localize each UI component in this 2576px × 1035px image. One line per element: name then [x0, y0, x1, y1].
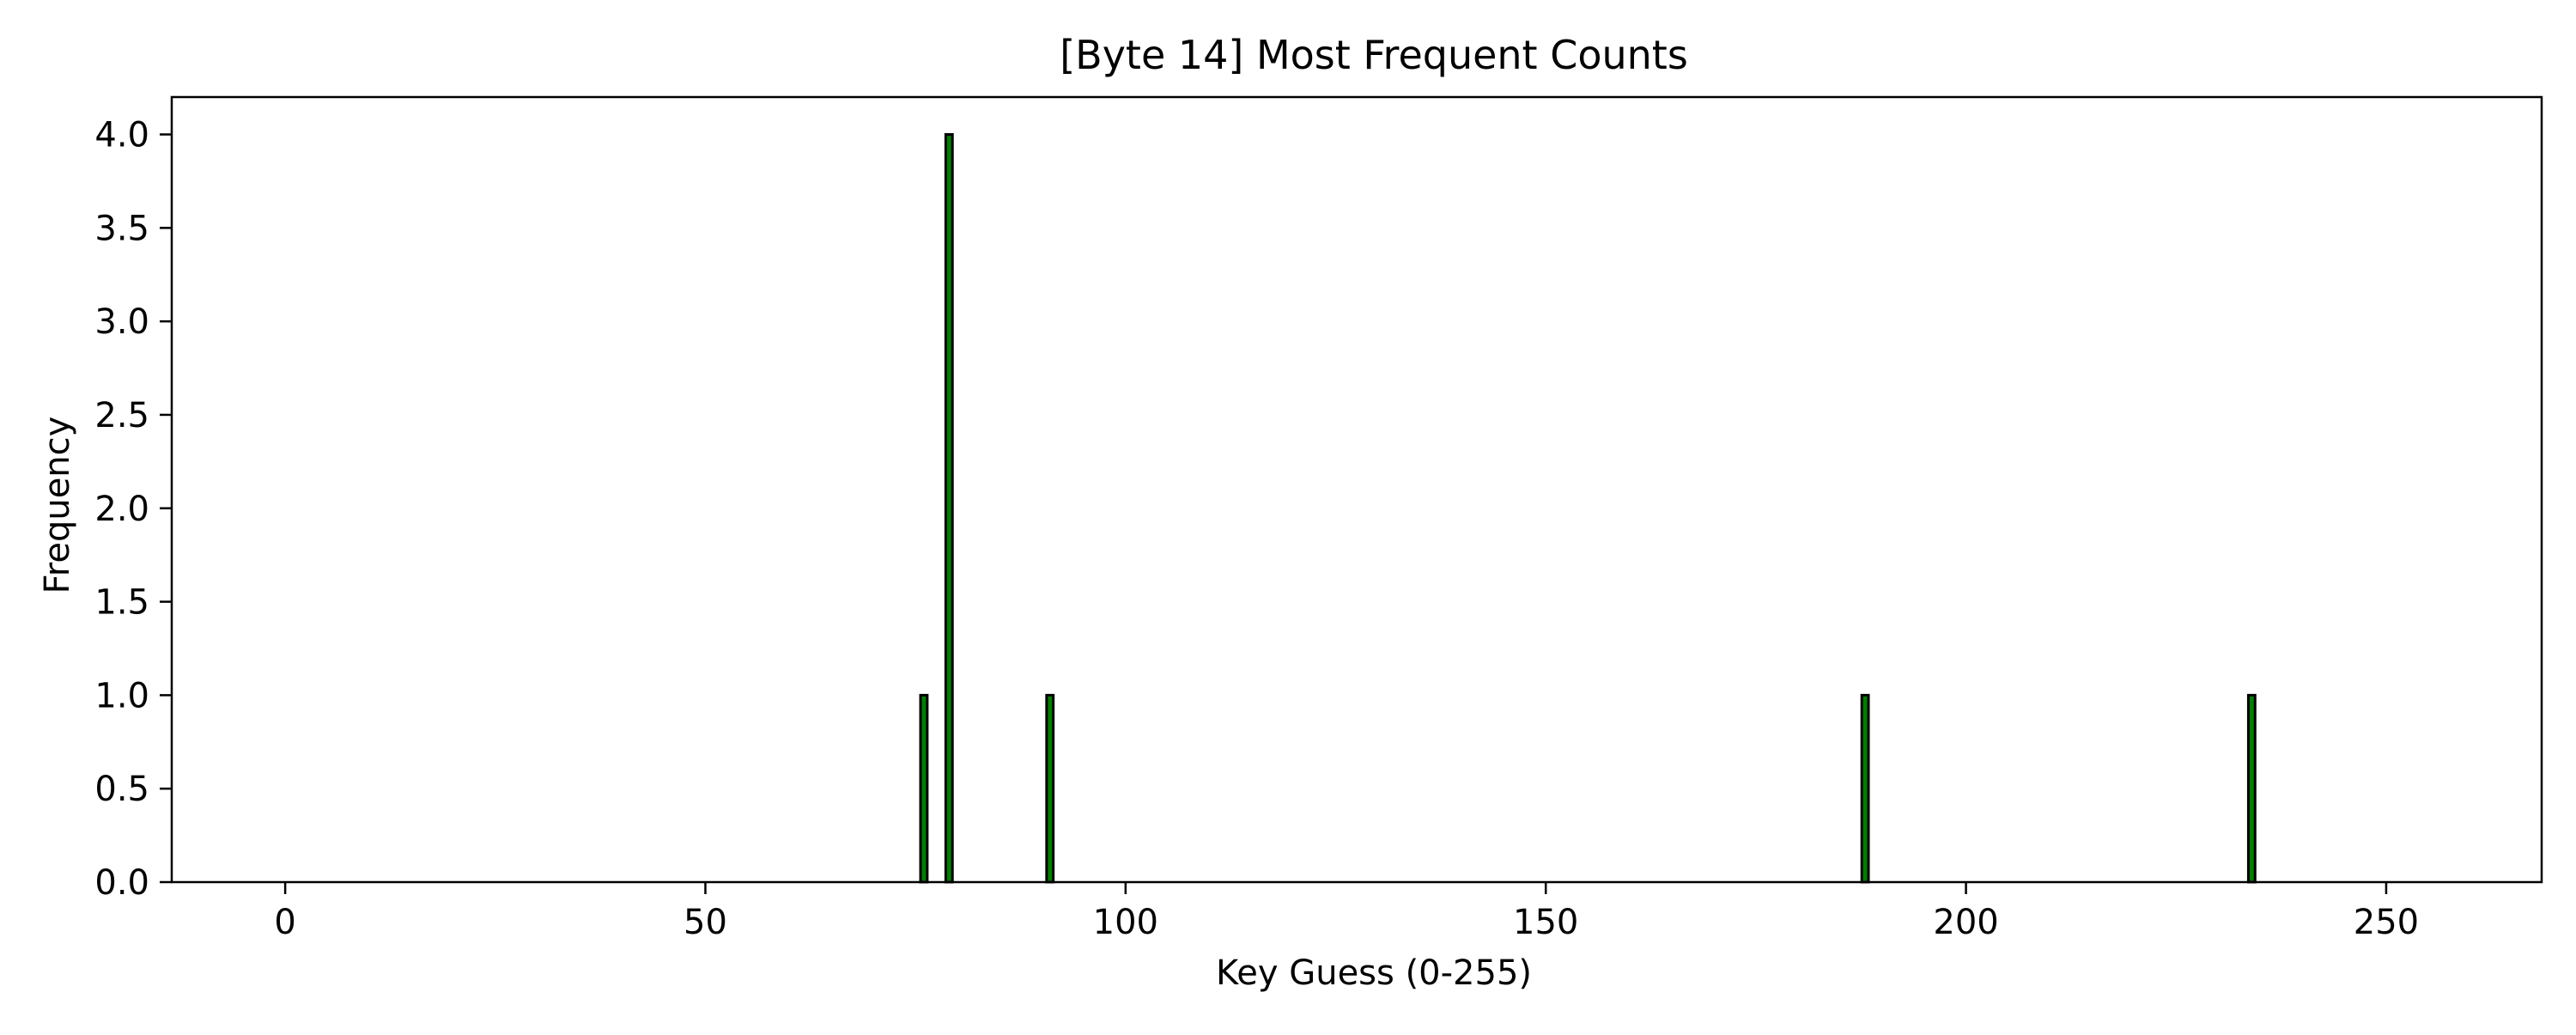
- y-ticks-group: 0.0 0.5 1.0 1.5 2.0 2.5 3.0 3.5 4.0: [94, 116, 172, 903]
- y-axis-label: Frequency: [38, 417, 77, 594]
- x-axis-label: Key Guess (0-255): [1216, 953, 1532, 993]
- y-tick-label: 1.5: [94, 583, 149, 623]
- y-tick-label: 3.0: [94, 302, 149, 342]
- y-tick-label: 2.5: [94, 396, 149, 435]
- y-tick-label: 3.5: [94, 209, 149, 248]
- y-tick-label: 2.0: [94, 490, 149, 529]
- x-tick-label: 0: [274, 903, 295, 942]
- chart-title: [Byte 14] Most Frequent Counts: [1060, 32, 1688, 78]
- bar-key-234: [2246, 693, 2257, 884]
- x-tick-label: 100: [1093, 903, 1158, 942]
- x-ticks-group: 0 50 100 150 200 250: [274, 882, 2419, 942]
- x-tick-label: 150: [1513, 903, 1578, 942]
- bar-key-76: [919, 693, 929, 884]
- x-tick-label: 250: [2354, 903, 2419, 942]
- plot-frame: [170, 95, 2543, 884]
- x-tick-label: 50: [683, 903, 727, 942]
- y-tick-label: 1.0: [94, 676, 149, 715]
- y-tick-label: 4.0: [94, 116, 149, 155]
- bar-key-188: [1860, 693, 1870, 884]
- y-tick-label: 0.5: [94, 770, 149, 809]
- y-tick-label: 0.0: [94, 863, 149, 903]
- bar-key-79: [944, 133, 954, 884]
- x-tick-label: 200: [1933, 903, 1998, 942]
- bar-key-91: [1045, 693, 1055, 884]
